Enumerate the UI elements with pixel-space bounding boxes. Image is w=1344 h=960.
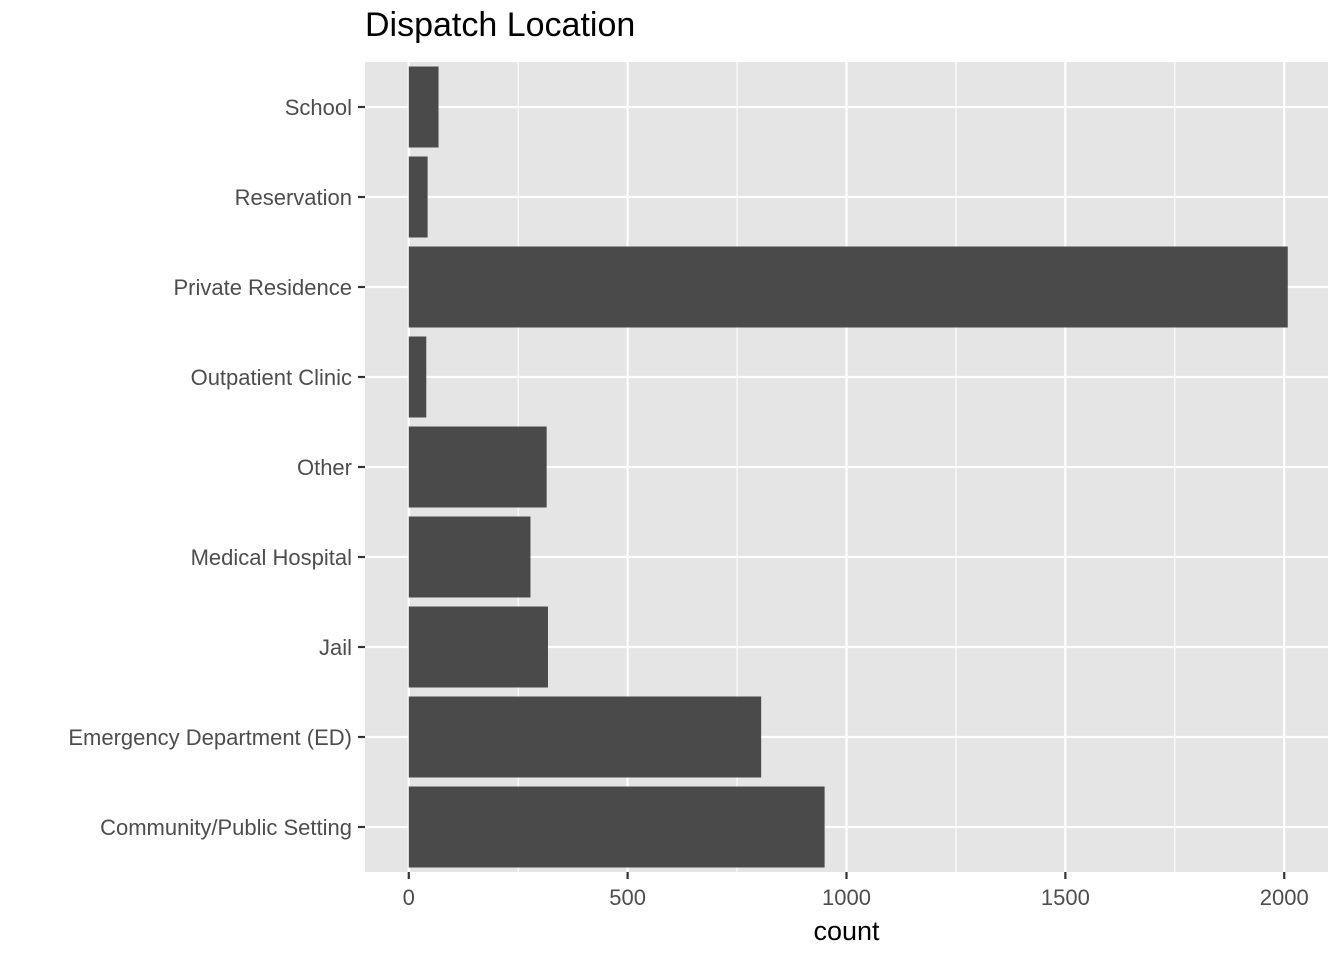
bar: [408, 426, 547, 508]
bar: [408, 156, 428, 238]
y-tick-label: Emergency Department (ED): [68, 725, 352, 750]
x-tick-label: 500: [609, 885, 646, 910]
bar: [408, 336, 427, 418]
bar: [408, 696, 762, 778]
x-tick-label: 2000: [1260, 885, 1309, 910]
y-tick-label: Reservation: [235, 185, 352, 210]
chart-title: Dispatch Location: [365, 6, 636, 44]
bar: [408, 246, 1288, 328]
bar: [408, 66, 439, 148]
x-axis-title: count: [813, 916, 880, 946]
y-tick-label: Private Residence: [173, 275, 352, 300]
y-axis: Community/Public Setting Emergency Depart…: [68, 95, 365, 840]
x-tick-label: 1000: [822, 885, 871, 910]
y-tick-label: Medical Hospital: [191, 545, 352, 570]
y-tick-label: Outpatient Clinic: [191, 365, 352, 390]
x-axis: 0 500 1000 1500 2000: [403, 872, 1309, 910]
y-tick-label: Other: [297, 455, 352, 480]
y-tick-label: Jail: [319, 635, 352, 660]
y-tick-label: Community/Public Setting: [100, 815, 352, 840]
x-tick-label: 0: [403, 885, 415, 910]
bar: [408, 606, 548, 688]
bar: [408, 516, 531, 598]
y-tick-label: School: [285, 95, 352, 120]
x-tick-label: 1500: [1041, 885, 1090, 910]
bars: [408, 66, 1288, 868]
bar: [408, 786, 825, 868]
